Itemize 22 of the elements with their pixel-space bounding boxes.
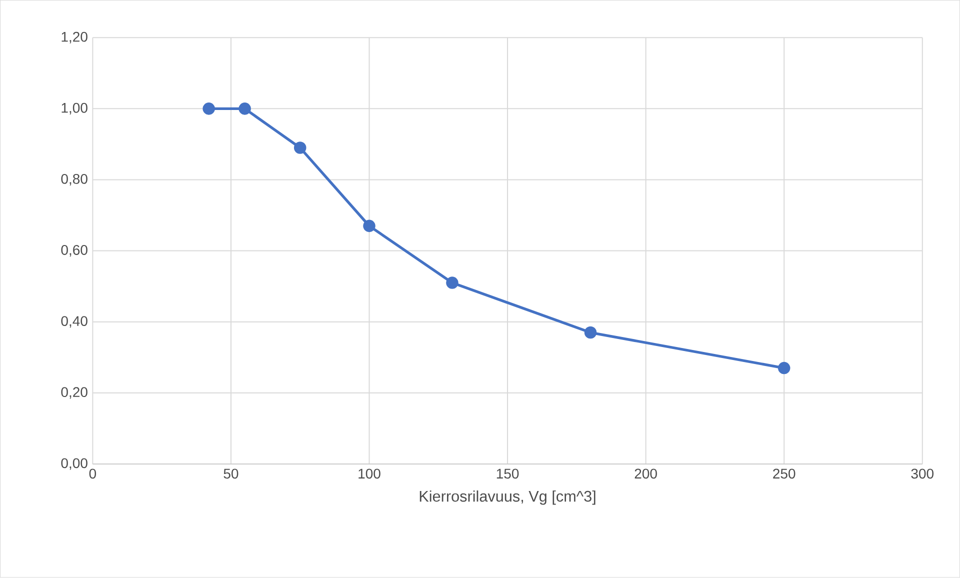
point	[446, 276, 458, 290]
point	[202, 102, 215, 115]
point	[238, 102, 251, 115]
y-tick-label: 0,00	[61, 458, 88, 470]
x-tick-label: 300	[911, 468, 934, 479]
y-tick-label: 1,00	[62, 103, 88, 115]
x-tick-label: 150	[496, 468, 519, 479]
y-tick-label: 1,20	[62, 32, 88, 44]
x-tick-label: 250	[773, 468, 796, 479]
x-tick-label: 50	[224, 468, 238, 479]
x-axis-title: Kierrosrilavuus, Vg [cm^3]	[420, 490, 596, 505]
y-tick-label: 0,40	[61, 316, 88, 328]
x-tick-label: 0	[89, 468, 96, 479]
y-tick-label: 0,80	[61, 174, 88, 186]
point	[778, 362, 790, 374]
y-tick-label: 0,60	[61, 245, 88, 257]
y-tick-label: 0,20	[61, 387, 88, 399]
point	[294, 142, 306, 154]
x-tick-label: 100	[358, 468, 380, 479]
point	[363, 220, 376, 232]
point	[584, 326, 597, 339]
x-tick-label: 200	[634, 468, 657, 479]
